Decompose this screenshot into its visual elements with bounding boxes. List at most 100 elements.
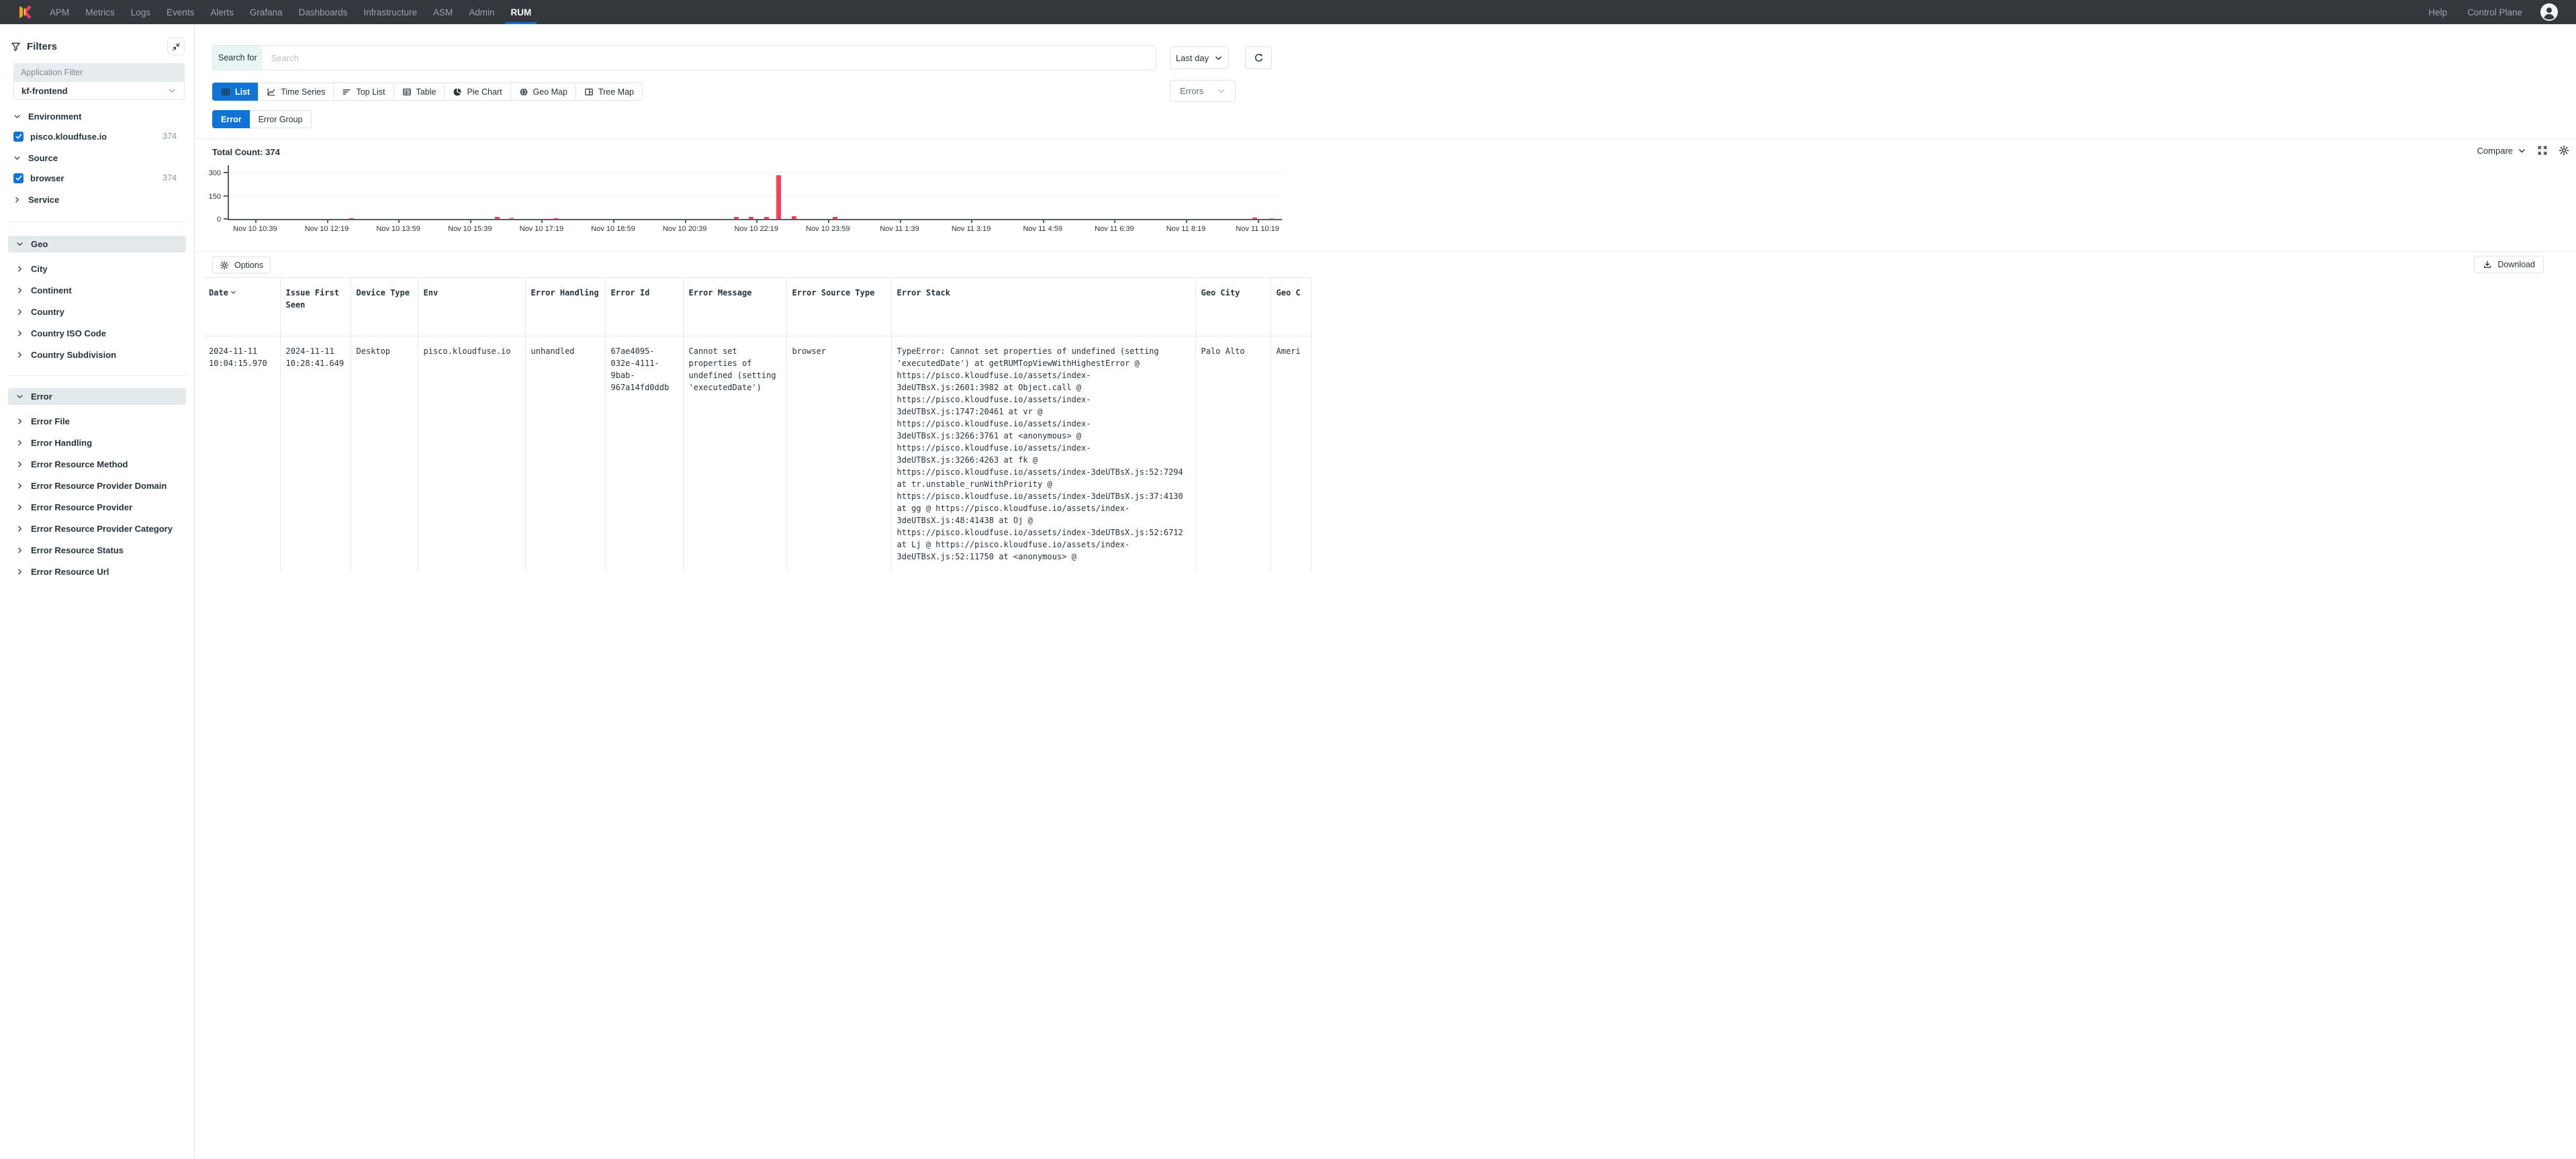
- facet-group-source[interactable]: Source: [13, 149, 194, 167]
- column-header-error-message[interactable]: Error Message: [683, 277, 787, 336]
- filter-funnel-icon: [11, 42, 21, 52]
- nav-item-rum[interactable]: RUM: [502, 0, 539, 24]
- view-tab-top-list[interactable]: Top List: [333, 83, 394, 101]
- sort-descending-icon: [230, 287, 236, 299]
- time-range-select[interactable]: Last day: [1170, 46, 1229, 69]
- column-header-error-id[interactable]: Error Id: [605, 277, 684, 336]
- facet-error-resource-provider-category[interactable]: Error Resource Provider Category: [8, 518, 186, 539]
- chart-bar[interactable]: [1252, 218, 1257, 219]
- section-header-error[interactable]: Error: [8, 388, 186, 405]
- facet-city[interactable]: City: [8, 258, 186, 279]
- view-tab-list[interactable]: List: [212, 83, 259, 101]
- metric-select[interactable]: Errors: [1170, 80, 1236, 102]
- nav-item-apm[interactable]: APM: [50, 7, 70, 17]
- collapse-filters-button[interactable]: [167, 38, 185, 55]
- x-axis-label: Nov 10 17:19: [519, 225, 564, 233]
- column-header-device-type[interactable]: Device Type: [351, 277, 418, 336]
- facet-error-resource-provider-domain[interactable]: Error Resource Provider Domain: [8, 475, 186, 496]
- chart-bar[interactable]: [553, 218, 559, 219]
- facet-continent[interactable]: Continent: [8, 279, 186, 301]
- column-header-error-stack[interactable]: Error Stack: [891, 277, 1196, 336]
- chart-bar[interactable]: [1269, 218, 1275, 219]
- chart-bar[interactable]: [749, 217, 754, 219]
- table-row[interactable]: 2024-11-11 10:04:15.970 2024-11-11 10:28:…: [203, 336, 1312, 571]
- column-header-geo-city[interactable]: Geo City: [1195, 277, 1271, 336]
- column-header-geo-c[interactable]: Geo C: [1271, 277, 1312, 336]
- facet-country-iso-code[interactable]: Country ISO Code: [8, 322, 186, 344]
- x-axis-tick: [1042, 219, 1044, 223]
- nav-item-infrastructure[interactable]: Infrastructure: [363, 7, 417, 17]
- facet-group-label: Environment: [28, 111, 82, 122]
- user-avatar-icon[interactable]: [2540, 3, 2558, 21]
- column-header-env[interactable]: Env: [418, 277, 526, 336]
- facet-group-service[interactable]: Service: [13, 191, 194, 208]
- chart-bar[interactable]: [494, 217, 500, 219]
- nav-item-dashboards[interactable]: Dashboards: [298, 7, 348, 17]
- view-tab-geo-map[interactable]: Geo Map: [510, 83, 576, 101]
- view-tab-label: Geo Map: [533, 87, 567, 97]
- view-tab-pie-chart[interactable]: Pie Chart: [444, 83, 511, 101]
- chevron-right-icon: [13, 196, 21, 203]
- facet-error-file[interactable]: Error File: [8, 410, 186, 432]
- metric-select-value: Errors: [1180, 86, 1204, 96]
- compare-dropdown[interactable]: Compare: [2477, 146, 2526, 156]
- nav-item-metrics[interactable]: Metrics: [85, 7, 115, 17]
- fullscreen-button[interactable]: [2537, 145, 2548, 156]
- view-tab-time-series[interactable]: Time Series: [258, 83, 334, 101]
- table-options-button[interactable]: Options: [212, 257, 271, 273]
- facet-country[interactable]: Country: [8, 301, 186, 322]
- facet-option-label: browser: [30, 173, 64, 183]
- chart-settings-button[interactable]: [2559, 145, 2569, 156]
- top-list-icon: [342, 87, 351, 97]
- application-filter-select[interactable]: Application Filter kf-frontend: [13, 63, 185, 100]
- facet-error-resource-provider[interactable]: Error Resource Provider: [8, 496, 186, 518]
- facet-error-resource-status[interactable]: Error Resource Status: [8, 539, 186, 561]
- nav-item-grafana[interactable]: Grafana: [249, 7, 283, 17]
- options-label: Options: [234, 260, 264, 270]
- mode-tab-error-group[interactable]: Error Group: [249, 110, 312, 128]
- time-range-value: Last day: [1175, 52, 1209, 63]
- nav-item-asm[interactable]: ASM: [432, 7, 453, 17]
- facet-country-subdivision[interactable]: Country Subdivision: [8, 344, 186, 365]
- chart-bar[interactable]: [509, 218, 514, 219]
- chart-bar[interactable]: [776, 175, 781, 219]
- view-tab-table[interactable]: Table: [393, 83, 445, 101]
- chart-bar[interactable]: [833, 217, 838, 219]
- nav-item-help[interactable]: Help: [2428, 7, 2448, 17]
- chart-bar[interactable]: [349, 218, 355, 219]
- column-header-label: Error Message: [688, 288, 752, 297]
- nav-item-logs[interactable]: Logs: [130, 7, 151, 17]
- facet-error-resource-url[interactable]: Error Resource Url: [8, 561, 186, 582]
- mode-tab-error[interactable]: Error: [212, 110, 250, 128]
- checkbox-checked-icon[interactable]: [13, 173, 24, 183]
- chart-bar[interactable]: [764, 217, 769, 219]
- column-header-error-handling[interactable]: Error Handling: [525, 277, 606, 336]
- facet-option-browser[interactable]: browser 374: [13, 169, 194, 187]
- chart-bar[interactable]: [792, 216, 797, 219]
- column-header-date[interactable]: Date: [203, 277, 281, 336]
- nav-item-admin[interactable]: Admin: [469, 7, 495, 17]
- x-axis-label: Nov 11 6:39: [1095, 225, 1134, 233]
- nav-item-events[interactable]: Events: [167, 7, 195, 17]
- column-header-issue-first-seen[interactable]: Issue First Seen: [280, 277, 351, 336]
- section-header-geo[interactable]: Geo: [8, 236, 186, 252]
- facet-error-handling[interactable]: Error Handling: [8, 432, 186, 453]
- table-cell: 2024-11-11 10:04:15.970: [203, 336, 281, 571]
- main-content: Search for Last day List Time Series Top L…: [195, 24, 2576, 1159]
- refresh-button[interactable]: [1245, 46, 1272, 69]
- nav-item-control-plane[interactable]: Control Plane: [2467, 7, 2522, 17]
- column-header-error-source-type[interactable]: Error Source Type: [786, 277, 892, 336]
- mode-tabs: Error Error Group: [212, 110, 312, 128]
- checkbox-checked-icon[interactable]: [13, 131, 24, 142]
- download-button[interactable]: Download: [2474, 256, 2544, 273]
- chart-bar[interactable]: [733, 217, 739, 219]
- facet-error-resource-method[interactable]: Error Resource Method: [8, 453, 186, 475]
- view-tab-tree-map[interactable]: Tree Map: [575, 83, 643, 101]
- search-input[interactable]: [262, 46, 1156, 70]
- kloudfuse-logo-icon[interactable]: [17, 3, 35, 21]
- nav-item-alerts[interactable]: Alerts: [210, 7, 234, 17]
- facet-label: Error Handling: [31, 437, 93, 448]
- facet-group-environment[interactable]: Environment: [13, 107, 194, 125]
- facet-option-pisco-kloudfuse-io[interactable]: pisco.kloudfuse.io 374: [13, 128, 194, 145]
- compare-label: Compare: [2477, 145, 2513, 156]
